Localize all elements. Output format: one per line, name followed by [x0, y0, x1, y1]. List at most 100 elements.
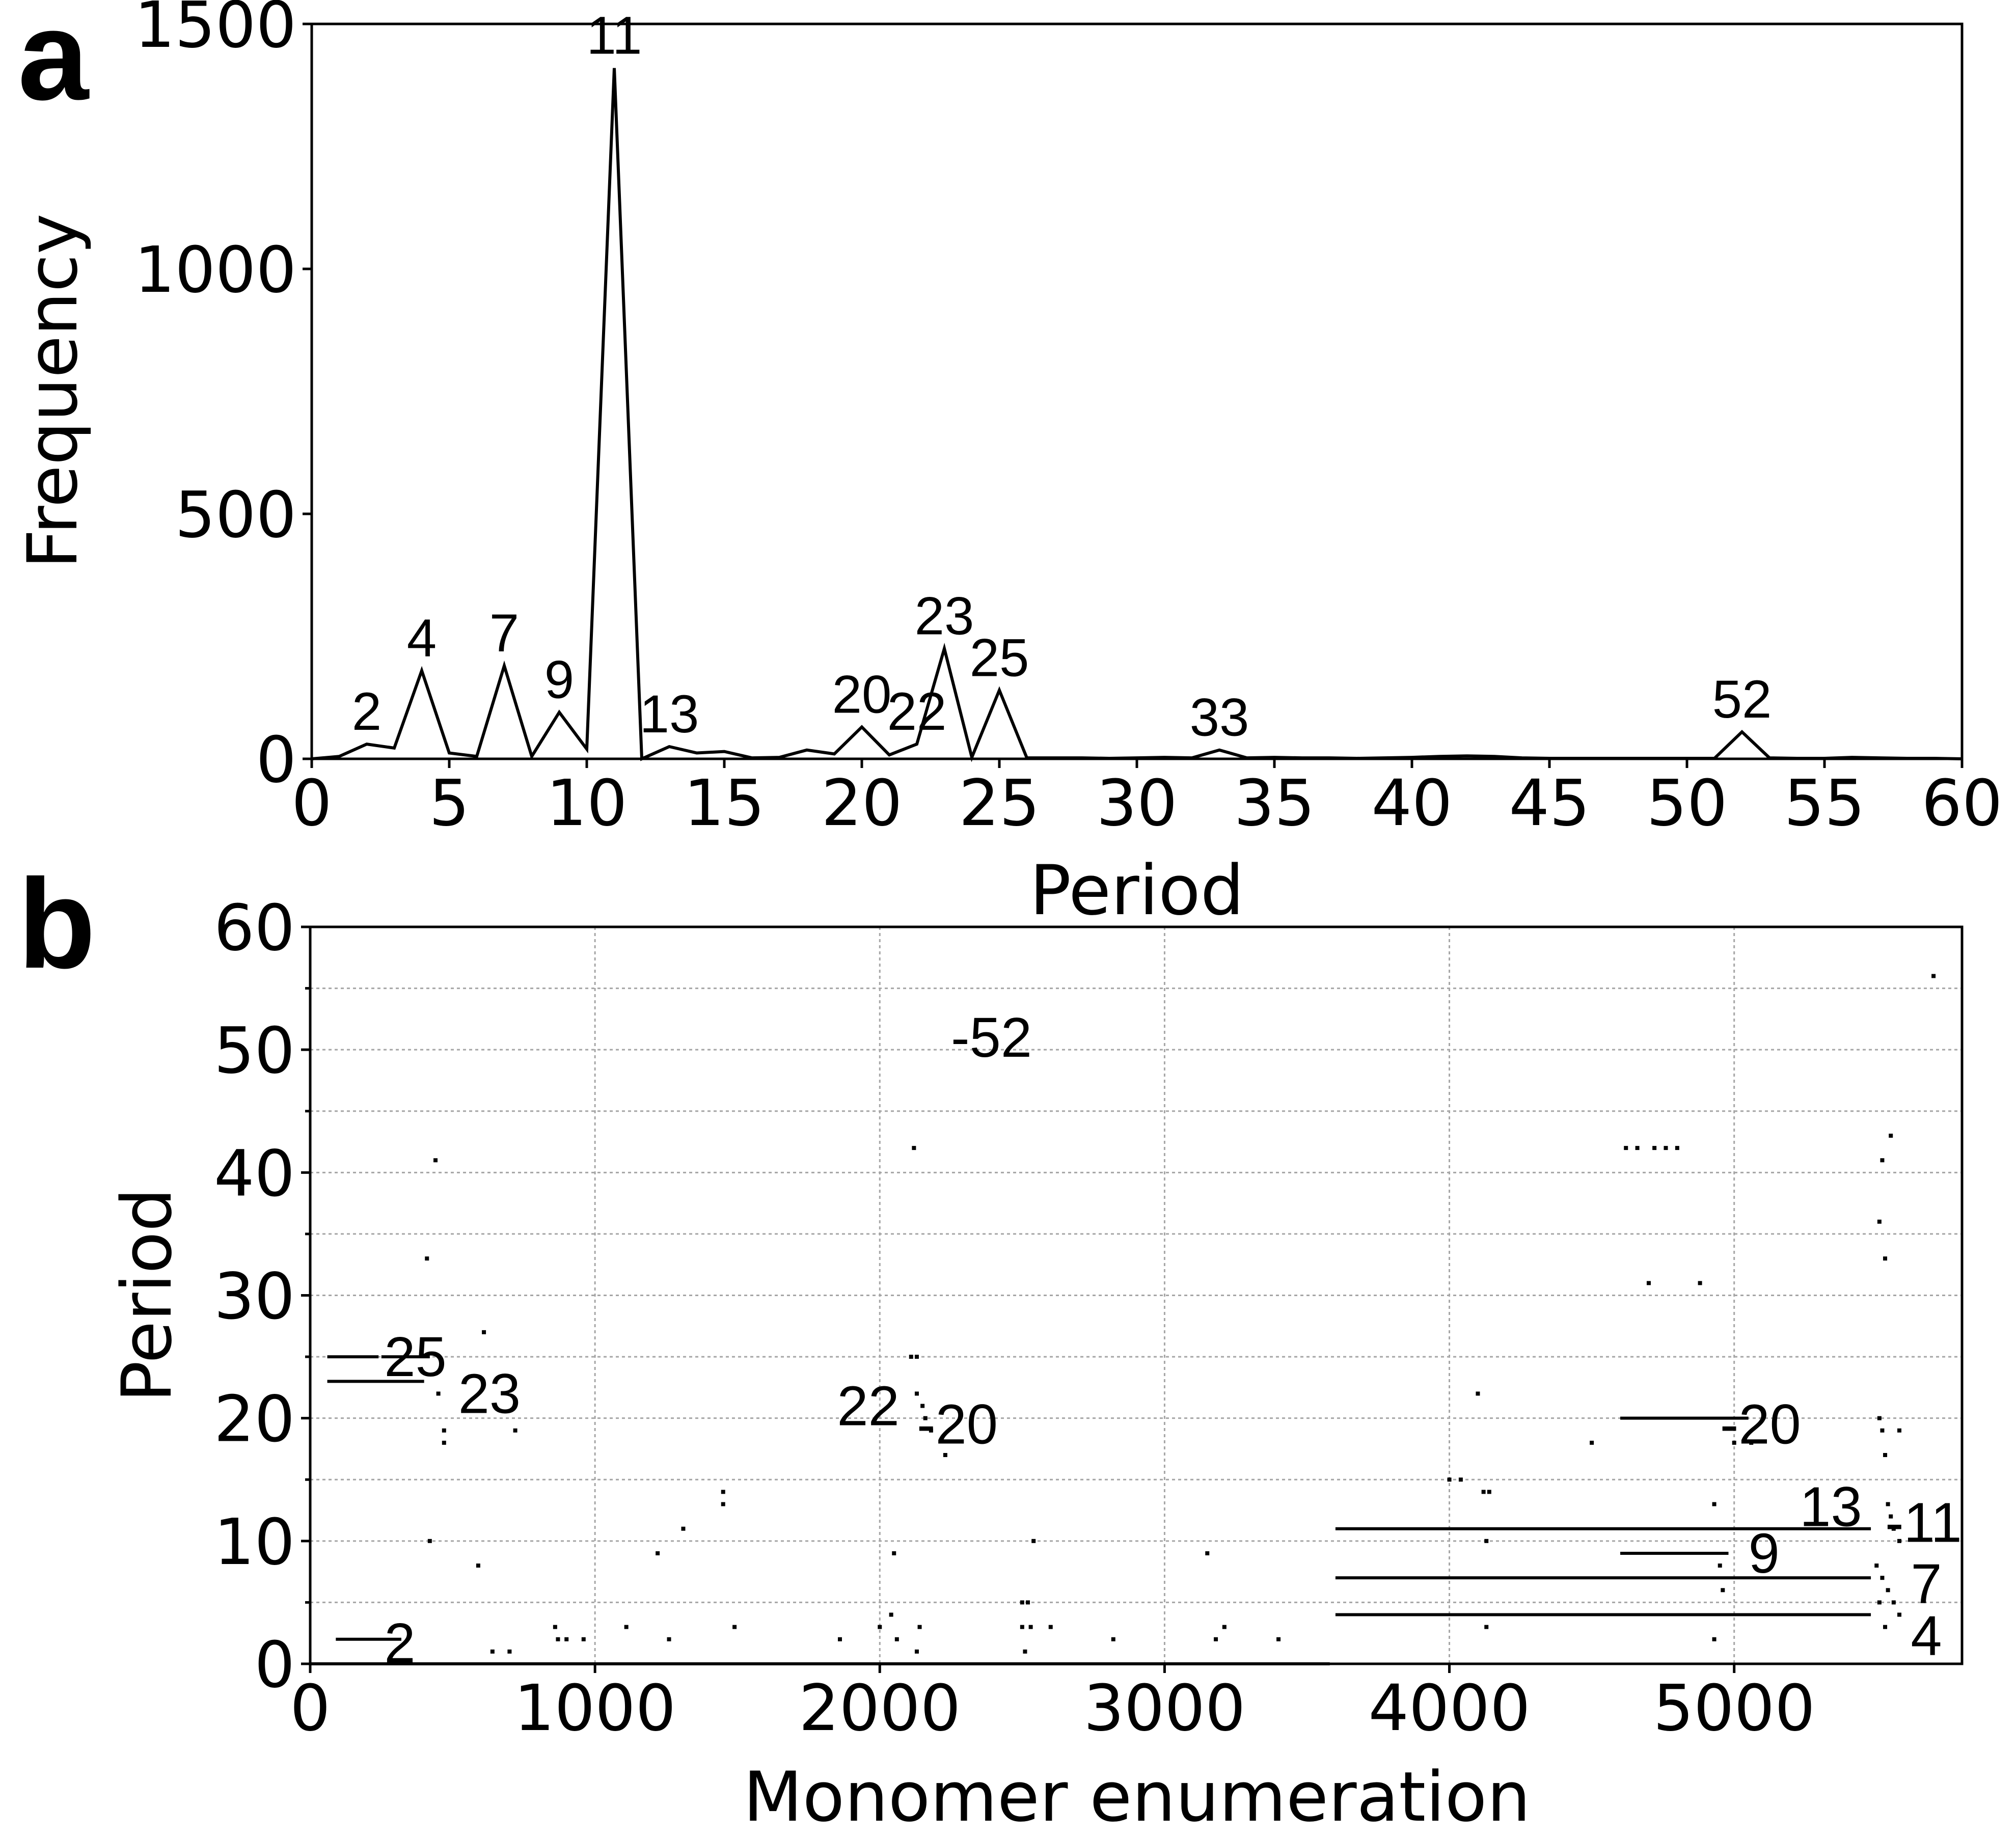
point-12 [556, 1637, 560, 1641]
point-55 [1484, 1625, 1489, 1629]
point-48 [1276, 1637, 1281, 1641]
point-43 [1048, 1625, 1053, 1629]
point-87 [1897, 1612, 1901, 1617]
point-29 [914, 1355, 919, 1359]
point-3 [436, 1391, 441, 1396]
x-tick-label-35: 35 [1234, 766, 1315, 840]
point-5 [442, 1428, 446, 1433]
peak-label-11: 11 [587, 6, 642, 66]
peak-label-2: 2 [352, 682, 382, 742]
point-63 [1698, 1281, 1702, 1285]
panel-letter-a: a [18, 0, 90, 126]
point-83 [1880, 1576, 1885, 1580]
point-79 [1889, 1514, 1893, 1519]
point-26 [894, 1637, 899, 1641]
peak-label-25: 25 [970, 628, 1029, 688]
point-17 [667, 1637, 671, 1641]
point-11 [553, 1625, 557, 1629]
peak-label-33: 33 [1190, 688, 1249, 748]
point-80 [1891, 1526, 1896, 1531]
point-76 [1877, 1219, 1882, 1224]
point-51 [1476, 1391, 1480, 1396]
point-38 [1026, 1600, 1030, 1605]
point-39 [1020, 1625, 1024, 1629]
x-tick-label-5: 5 [429, 766, 470, 840]
point-74 [1880, 1158, 1885, 1163]
point-62 [1646, 1281, 1651, 1285]
peak-label-23: 23 [915, 587, 974, 646]
chart-period-vs-monomer: 0 1000 2000 3000 4000 5000 0 10 20 30 40 50 60 -52 25… [107, 891, 1964, 1837]
point-0 [433, 1158, 438, 1163]
point-49 [1447, 1477, 1452, 1482]
x-tick-label-10: 10 [546, 766, 627, 840]
band-label-10: 4 [1911, 1605, 1942, 1667]
point-28 [909, 1355, 913, 1359]
point-4 [442, 1440, 446, 1445]
point-7 [482, 1330, 486, 1334]
point-82 [1874, 1563, 1879, 1568]
x-tick-label-1000: 1000 [514, 1671, 676, 1745]
peak-label-52: 52 [1712, 670, 1772, 729]
band-label-9: 7 [1911, 1553, 1942, 1615]
panel-a-frame [310, 22, 1964, 760]
x-tick-label-20: 20 [821, 766, 902, 840]
point-40 [1028, 1625, 1033, 1629]
point-2 [427, 1539, 432, 1543]
panel-a-x-axis-title: Period [1030, 851, 1244, 930]
peak-label-13: 13 [640, 684, 699, 744]
point-65 [1718, 1563, 1722, 1568]
x-tick-label-15: 15 [684, 766, 765, 840]
point-44 [1111, 1637, 1115, 1641]
panel-letter-b: b [18, 853, 96, 995]
point-75 [1889, 1133, 1893, 1138]
point-15 [624, 1625, 629, 1629]
point-78 [1886, 1502, 1890, 1506]
y-tick-label-60: 60 [214, 891, 295, 965]
point-85 [1891, 1600, 1896, 1605]
point-54 [1484, 1539, 1489, 1543]
point-59 [1652, 1146, 1657, 1150]
x-tick-label-60: 60 [1921, 766, 2002, 840]
point-1 [425, 1256, 429, 1261]
point-13 [564, 1637, 569, 1641]
x-tick-label-0: 0 [291, 766, 332, 840]
point-46 [1214, 1637, 1218, 1641]
point-56 [1590, 1440, 1594, 1445]
band-label-7: -11 [1885, 1492, 1962, 1554]
y-tick-label-0: 0 [256, 723, 296, 797]
x-tick-label-3000: 3000 [1083, 1671, 1245, 1745]
point-8 [513, 1428, 517, 1433]
point-18 [681, 1526, 686, 1531]
point-21 [732, 1625, 737, 1629]
point-60 [1664, 1146, 1668, 1150]
point-35 [914, 1649, 919, 1654]
y-tick-label-10: 10 [214, 1505, 295, 1579]
point-10 [507, 1649, 512, 1654]
y-tick-label-500: 500 [175, 478, 296, 552]
x-tick-label-0: 0 [290, 1671, 331, 1745]
point-61 [1675, 1146, 1679, 1150]
point-86 [1877, 1600, 1882, 1605]
point-69 [1732, 1440, 1736, 1445]
y-tick-label-1500: 1500 [134, 0, 296, 62]
point-9 [490, 1649, 495, 1654]
panel-b-grid [310, 927, 1962, 1664]
panel-b-points [425, 974, 1936, 1654]
x-tick-label-25: 25 [959, 766, 1040, 840]
peak-label-22: 22 [887, 682, 947, 742]
point-66 [1721, 1588, 1725, 1593]
point-22 [837, 1637, 842, 1641]
panel-b-y-axis-title: Period [107, 1188, 187, 1403]
panel-b-frame [309, 925, 1964, 1665]
point-68 [1749, 1440, 1754, 1445]
point-23 [878, 1625, 882, 1629]
band-label-5: -20 [1720, 1393, 1801, 1456]
point-31 [920, 1404, 925, 1408]
band-label-3: 22 [837, 1375, 899, 1438]
panel-a-tick-labels: 0 5 10 15 20 25 30 35 40 45 50 55 60 0 500 1000 1500 [134, 0, 2003, 840]
band-label-8: 9 [1749, 1522, 1780, 1585]
band-label-11: 2 [384, 1612, 415, 1675]
point-47 [1222, 1625, 1227, 1629]
y-tick-label-30: 30 [214, 1260, 295, 1334]
